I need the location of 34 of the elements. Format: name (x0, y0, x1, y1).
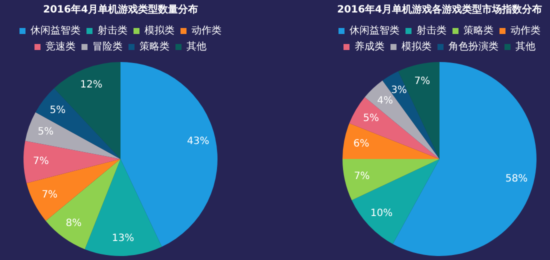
legend-label: 休闲益智类 (30, 24, 80, 37)
data-label: 10% (370, 208, 393, 220)
legend-label: 其他 (516, 40, 536, 53)
legend-label: 策略类 (140, 40, 170, 53)
data-label: 12% (80, 80, 102, 91)
data-label: 58% (505, 173, 528, 184)
data-label: 13% (112, 233, 134, 244)
legend-label: 动作类 (510, 24, 540, 37)
legend-label: 养成类 (354, 40, 384, 53)
legend-label: 休闲益智类 (350, 24, 400, 37)
legend-label: 模拟类 (402, 40, 432, 53)
data-label: 7% (414, 76, 430, 87)
data-label: 8% (66, 218, 82, 229)
data-label: 4% (377, 96, 393, 107)
chart-title: 2016年4月单机游戏各游戏类型市场指数分布 (337, 4, 542, 16)
legend-label: 策略类 (464, 24, 494, 37)
legend-label: 其他 (186, 40, 206, 53)
data-label: 3% (391, 85, 407, 96)
data-label: 7% (354, 170, 370, 182)
data-label: 5% (363, 113, 379, 124)
legend-label: 动作类 (192, 24, 222, 37)
legend-label: 竞速类 (46, 40, 76, 53)
chart-title: 2016年4月单机游戏类型数量分布 (43, 4, 198, 16)
data-label: 7% (42, 190, 58, 201)
data-label: 5% (38, 126, 54, 138)
legend-label: 射击类 (416, 24, 446, 37)
legend-label: 角色扮演类 (448, 40, 498, 53)
data-label: 43% (187, 136, 210, 148)
legend-label: 模拟类 (144, 24, 174, 37)
legend-label: 冒险类 (92, 40, 122, 53)
legend-label: 射击类 (98, 24, 128, 37)
data-label: 6% (353, 138, 370, 150)
data-label: 7% (33, 156, 49, 168)
data-label: 5% (50, 104, 66, 116)
